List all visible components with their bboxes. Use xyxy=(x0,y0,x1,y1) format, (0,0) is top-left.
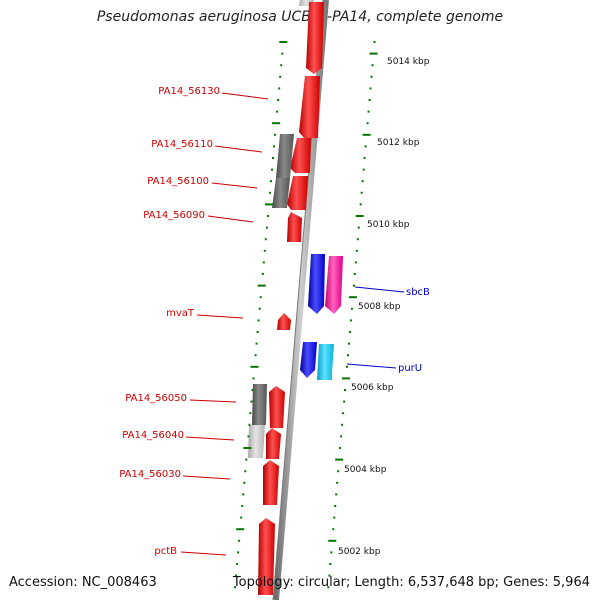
gene-arrow[interactable] xyxy=(317,344,334,380)
gene-label[interactable]: mvaT xyxy=(166,308,195,319)
gene-label[interactable]: PA14_56040 xyxy=(122,430,184,441)
genome-summary-text: Topology: circular; Length: 6,537,648 bp… xyxy=(232,575,590,590)
label-leaders-right xyxy=(346,286,405,369)
map-title: Pseudomonas aeruginosa UCBPP-PA14, compl… xyxy=(96,9,504,25)
gene-arrow[interactable] xyxy=(299,76,320,138)
scale-label: 5006 kbp xyxy=(351,383,394,393)
gene-label[interactable]: PA14_56050 xyxy=(125,393,187,404)
gene-label[interactable]: PA14_56130 xyxy=(158,86,220,97)
label-leaders-left xyxy=(180,92,269,556)
tick-track-left xyxy=(234,41,288,589)
gene-label[interactable]: PA14_56030 xyxy=(119,469,181,480)
gene-label[interactable]: PA14_56090 xyxy=(143,210,205,221)
gene-arrow[interactable] xyxy=(252,384,267,425)
tick-track-right xyxy=(327,41,378,589)
gene-arrow[interactable] xyxy=(277,313,291,330)
gene-label[interactable]: PA14_56110 xyxy=(151,139,213,150)
gene-arrow[interactable] xyxy=(276,134,294,178)
gene-label[interactable]: sbcB xyxy=(406,287,430,298)
scale-label: 5008 kbp xyxy=(358,302,401,312)
gene-label[interactable]: PA14_56100 xyxy=(147,176,209,187)
gene-arrow[interactable] xyxy=(266,428,281,459)
gene-label[interactable]: purU xyxy=(398,363,422,374)
gene-labels-left: PA14_56130 PA14_56110 PA14_56100 PA14_56… xyxy=(119,86,220,557)
scale-label: 5014 kbp xyxy=(387,57,430,67)
gene-arrow[interactable] xyxy=(290,138,311,173)
gene-arrow[interactable] xyxy=(287,176,308,210)
gene-arrow[interactable] xyxy=(272,178,290,208)
gene-label[interactable]: pctB xyxy=(154,546,177,557)
accession-text: Accession: NC_008463 xyxy=(9,575,157,590)
gene-arrow[interactable] xyxy=(300,342,317,378)
gene-labels-right: sbcB purU xyxy=(398,287,430,374)
gene-arrow[interactable] xyxy=(325,256,343,314)
gene-arrow[interactable] xyxy=(248,425,265,458)
gene-arrow[interactable] xyxy=(269,386,285,428)
scale-label: 5012 kbp xyxy=(377,138,420,148)
scale-label: 5010 kbp xyxy=(367,220,410,230)
gene-arrow[interactable] xyxy=(308,254,325,314)
gene-arrow[interactable] xyxy=(258,518,275,595)
scale-labels: 5014 kbp 5012 kbp 5010 kbp 5008 kbp 5006… xyxy=(338,57,430,557)
scale-label: 5004 kbp xyxy=(344,465,387,475)
gene-arrow[interactable] xyxy=(263,460,279,505)
gene-arrow[interactable] xyxy=(306,2,324,74)
scale-label: 5002 kbp xyxy=(338,547,381,557)
gene-arrow[interactable] xyxy=(287,212,302,242)
